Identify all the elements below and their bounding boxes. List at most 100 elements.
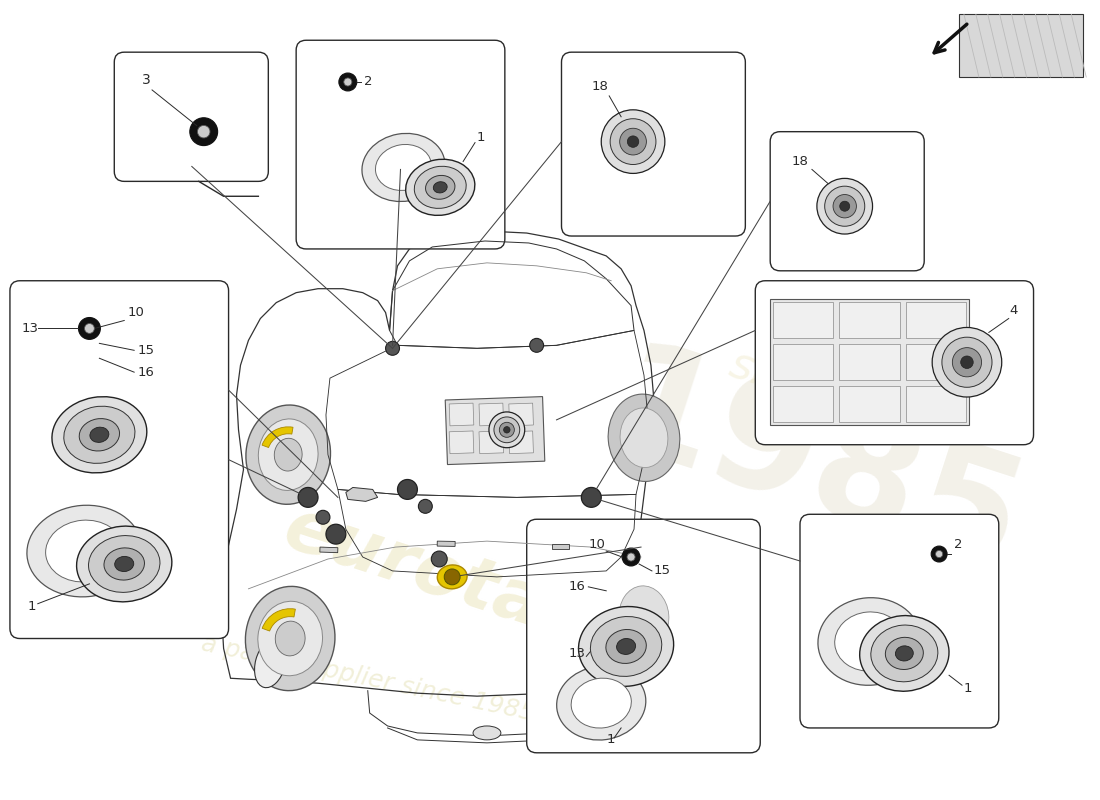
Bar bbox=[446, 397, 544, 465]
Ellipse shape bbox=[114, 557, 134, 571]
Text: 15: 15 bbox=[138, 344, 154, 357]
Bar bbox=[773, 344, 834, 380]
Bar bbox=[905, 344, 966, 380]
Bar bbox=[839, 302, 900, 338]
Ellipse shape bbox=[104, 548, 144, 580]
Ellipse shape bbox=[620, 408, 668, 467]
Circle shape bbox=[582, 487, 602, 507]
Ellipse shape bbox=[246, 405, 330, 504]
Ellipse shape bbox=[406, 159, 475, 215]
Ellipse shape bbox=[579, 606, 673, 686]
Ellipse shape bbox=[90, 427, 109, 442]
Bar bbox=[839, 386, 900, 422]
Bar bbox=[449, 403, 474, 426]
Text: 2: 2 bbox=[954, 538, 962, 550]
Circle shape bbox=[839, 202, 849, 211]
Ellipse shape bbox=[375, 145, 431, 190]
FancyBboxPatch shape bbox=[800, 514, 999, 728]
Bar bbox=[478, 403, 504, 426]
Ellipse shape bbox=[45, 520, 123, 582]
Ellipse shape bbox=[473, 726, 500, 740]
Ellipse shape bbox=[818, 598, 921, 686]
Circle shape bbox=[932, 327, 1002, 397]
Circle shape bbox=[494, 417, 519, 442]
Ellipse shape bbox=[591, 617, 662, 677]
Bar bbox=[773, 302, 834, 338]
Ellipse shape bbox=[557, 666, 646, 740]
Ellipse shape bbox=[619, 586, 669, 647]
FancyBboxPatch shape bbox=[770, 132, 924, 271]
Ellipse shape bbox=[438, 565, 468, 589]
Circle shape bbox=[298, 487, 318, 507]
Text: 16: 16 bbox=[138, 366, 154, 378]
Ellipse shape bbox=[64, 406, 135, 463]
Ellipse shape bbox=[571, 678, 631, 728]
Ellipse shape bbox=[871, 625, 938, 682]
Circle shape bbox=[817, 178, 872, 234]
Ellipse shape bbox=[426, 175, 455, 199]
Ellipse shape bbox=[415, 166, 466, 208]
Circle shape bbox=[386, 342, 399, 355]
Circle shape bbox=[619, 128, 647, 155]
Ellipse shape bbox=[617, 638, 636, 654]
Circle shape bbox=[418, 499, 432, 514]
Circle shape bbox=[942, 337, 992, 387]
Circle shape bbox=[825, 186, 865, 226]
Circle shape bbox=[316, 510, 330, 524]
Bar bbox=[839, 344, 900, 380]
Circle shape bbox=[344, 78, 352, 86]
Circle shape bbox=[397, 479, 417, 499]
Bar bbox=[437, 541, 455, 546]
Ellipse shape bbox=[835, 612, 904, 671]
Circle shape bbox=[530, 338, 543, 352]
Text: 2: 2 bbox=[364, 75, 372, 89]
Ellipse shape bbox=[79, 418, 120, 451]
Bar bbox=[320, 547, 338, 553]
Circle shape bbox=[602, 110, 664, 174]
FancyBboxPatch shape bbox=[296, 40, 505, 249]
Bar bbox=[551, 544, 570, 549]
Text: 13: 13 bbox=[22, 322, 38, 335]
Bar bbox=[905, 386, 966, 422]
Ellipse shape bbox=[585, 646, 607, 687]
Ellipse shape bbox=[433, 182, 448, 193]
Bar bbox=[509, 403, 534, 426]
Text: eurotaller: eurotaller bbox=[275, 494, 680, 684]
Circle shape bbox=[190, 118, 218, 146]
Circle shape bbox=[960, 356, 974, 369]
FancyBboxPatch shape bbox=[561, 52, 746, 236]
Polygon shape bbox=[345, 487, 377, 502]
FancyBboxPatch shape bbox=[114, 52, 268, 182]
Text: 10: 10 bbox=[128, 306, 144, 319]
Circle shape bbox=[610, 118, 656, 165]
Text: 1: 1 bbox=[28, 600, 36, 614]
Ellipse shape bbox=[895, 646, 913, 661]
Bar bbox=[478, 431, 504, 454]
Polygon shape bbox=[959, 14, 1084, 77]
Text: 4: 4 bbox=[1010, 304, 1019, 317]
Ellipse shape bbox=[860, 615, 949, 691]
Circle shape bbox=[339, 73, 356, 91]
Circle shape bbox=[623, 548, 640, 566]
Circle shape bbox=[932, 546, 947, 562]
Ellipse shape bbox=[245, 586, 336, 690]
Circle shape bbox=[953, 348, 981, 377]
Text: 16: 16 bbox=[569, 580, 585, 594]
Bar bbox=[770, 298, 969, 425]
Ellipse shape bbox=[77, 526, 172, 602]
Text: a parts supplier since 1985: a parts supplier since 1985 bbox=[199, 631, 537, 726]
Ellipse shape bbox=[606, 630, 647, 663]
Circle shape bbox=[198, 126, 210, 138]
Circle shape bbox=[78, 318, 100, 339]
Text: 1: 1 bbox=[606, 734, 615, 746]
FancyBboxPatch shape bbox=[527, 519, 760, 753]
Ellipse shape bbox=[608, 394, 680, 482]
Bar bbox=[449, 431, 474, 454]
Bar bbox=[905, 302, 966, 338]
Bar bbox=[509, 431, 534, 454]
Text: 15: 15 bbox=[653, 565, 671, 578]
Wedge shape bbox=[262, 609, 296, 631]
Circle shape bbox=[499, 422, 515, 438]
Ellipse shape bbox=[254, 639, 286, 688]
Ellipse shape bbox=[886, 638, 923, 670]
